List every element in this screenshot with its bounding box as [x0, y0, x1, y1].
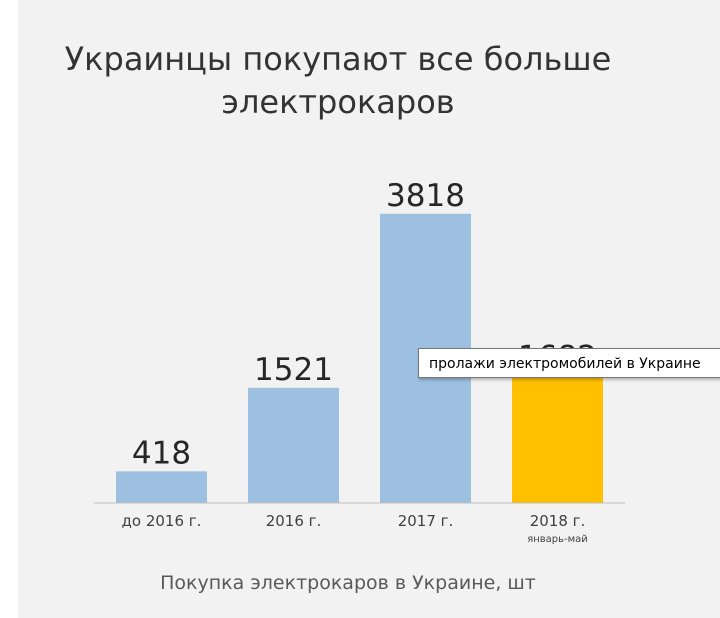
bar-0 — [116, 471, 207, 503]
value-label-0: 418 — [132, 435, 191, 471]
tooltip: пролажи электромобилей в Украине — [418, 348, 720, 378]
chart-title: Украинцы покупают все больше электрокаро… — [64, 40, 612, 121]
category-label-2: 2017 г. — [398, 512, 454, 530]
category-label-0: до 2016 г. — [122, 512, 202, 530]
category-label-1: 2016 г. — [266, 512, 322, 530]
category-label-3: 2018 г. — [530, 512, 586, 530]
chart-card — [18, 0, 720, 618]
bar-1 — [248, 387, 339, 503]
category-sublabel-3: январь-май — [527, 534, 588, 545]
bar-3 — [512, 375, 603, 503]
value-label-2: 3818 — [386, 178, 465, 214]
value-label-1: 1521 — [254, 352, 333, 388]
chart-caption: Покупка электрокаров в Украине, шт — [160, 572, 536, 594]
